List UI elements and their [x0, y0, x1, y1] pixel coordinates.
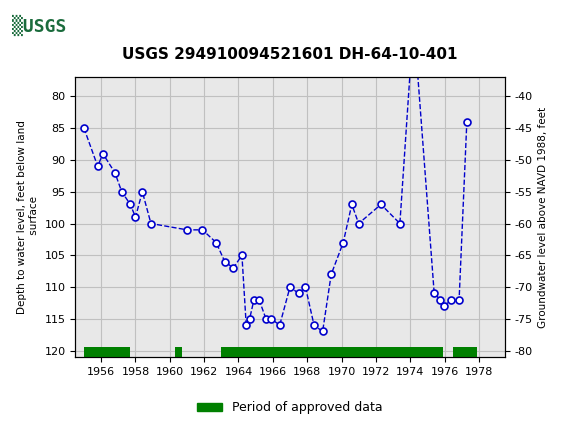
Legend: Period of approved data: Period of approved data — [192, 396, 388, 419]
Text: ▒USGS: ▒USGS — [12, 15, 66, 37]
Y-axis label: Groundwater level above NAVD 1988, feet: Groundwater level above NAVD 1988, feet — [538, 107, 548, 328]
Text: USGS 294910094521601 DH-64-10-401: USGS 294910094521601 DH-64-10-401 — [122, 47, 458, 62]
FancyBboxPatch shape — [6, 4, 110, 47]
Y-axis label: Depth to water level, feet below land
 surface: Depth to water level, feet below land su… — [17, 120, 39, 314]
